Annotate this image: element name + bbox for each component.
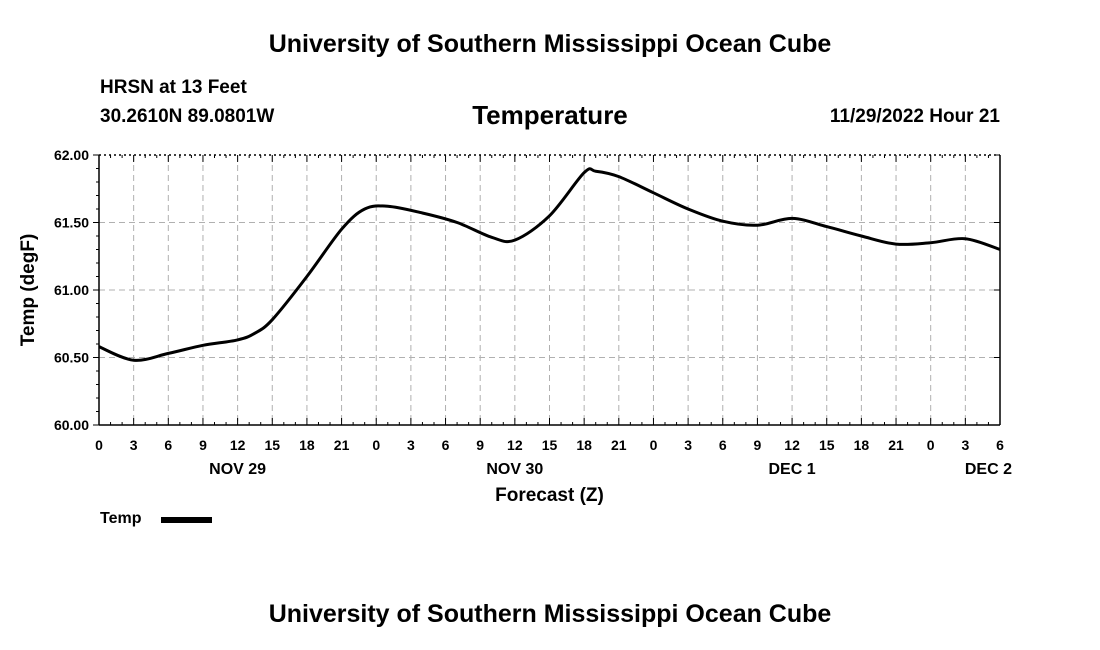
x-tick-label: 3 bbox=[130, 437, 138, 453]
coordinates-label: 30.2610N 89.0801W bbox=[100, 106, 275, 127]
x-tick-label: 3 bbox=[684, 437, 692, 453]
x-tick-label: 12 bbox=[230, 437, 246, 453]
page-title: University of Southern Mississippi Ocean… bbox=[268, 30, 832, 58]
footer-title: University of Southern Mississippi Ocean… bbox=[268, 600, 832, 628]
legend-line-swatch bbox=[161, 517, 212, 523]
x-tick-label: 6 bbox=[442, 437, 450, 453]
x-tick-label: 0 bbox=[372, 437, 380, 453]
x-tick-label: 9 bbox=[476, 437, 484, 453]
x-tick-label: 9 bbox=[754, 437, 762, 453]
y-tick-label: 62.00 bbox=[54, 147, 89, 163]
x-tick-label: 12 bbox=[507, 437, 523, 453]
x-date-label: DEC 2 bbox=[965, 461, 1012, 478]
x-date-label: DEC 1 bbox=[769, 461, 816, 478]
series-line-temp bbox=[98, 167, 1001, 362]
x-tick-label: 21 bbox=[334, 437, 350, 453]
x-tick-label: 15 bbox=[264, 437, 280, 453]
x-tick-label: 15 bbox=[819, 437, 835, 453]
x-tick-label: 18 bbox=[299, 437, 315, 453]
x-date-label: NOV 29 bbox=[209, 461, 266, 478]
x-tick-label: 6 bbox=[996, 437, 1004, 453]
x-tick-label: 0 bbox=[650, 437, 658, 453]
datetime-label: 11/29/2022 Hour 21 bbox=[829, 106, 1000, 127]
x-tick-label: 18 bbox=[576, 437, 592, 453]
x-tick-label: 21 bbox=[611, 437, 627, 453]
y-tick-label: 60.50 bbox=[54, 350, 89, 366]
legend-label: Temp bbox=[100, 510, 142, 527]
x-tick-label: 0 bbox=[927, 437, 935, 453]
chart-title: Temperature bbox=[472, 100, 628, 130]
y-tick-label: 60.00 bbox=[54, 417, 89, 433]
x-tick-label: 9 bbox=[199, 437, 207, 453]
x-date-label: NOV 30 bbox=[486, 461, 543, 478]
y-axis-label: Temp (degF) bbox=[18, 234, 39, 347]
x-tick-label: 15 bbox=[542, 437, 558, 453]
x-tick-label: 18 bbox=[854, 437, 870, 453]
x-tick-label: 3 bbox=[961, 437, 969, 453]
y-tick-label: 61.50 bbox=[54, 215, 89, 231]
x-tick-label: 12 bbox=[784, 437, 800, 453]
x-tick-label: 3 bbox=[407, 437, 415, 453]
x-axis-label: Forecast (Z) bbox=[495, 485, 604, 506]
x-tick-label: 6 bbox=[164, 437, 172, 453]
x-tick-label: 21 bbox=[888, 437, 904, 453]
x-tick-label: 6 bbox=[719, 437, 727, 453]
x-tick-label: 0 bbox=[95, 437, 103, 453]
station-label: HRSN at 13 Feet bbox=[100, 77, 247, 98]
y-tick-label: 61.00 bbox=[54, 282, 89, 298]
